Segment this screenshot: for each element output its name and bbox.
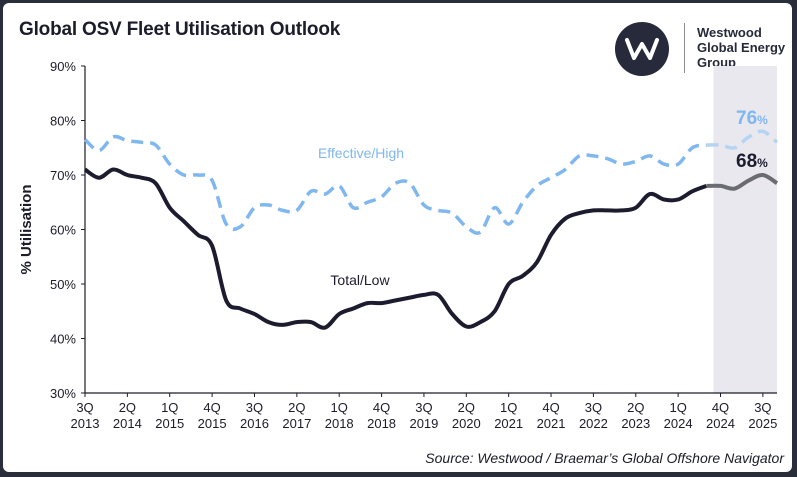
source-note: Source: Westwood / Braemar’s Global Offs…: [425, 450, 784, 466]
x-tick-quarter-label: 3Q: [246, 400, 263, 415]
x-tick-quarter-label: 4Q: [542, 400, 559, 415]
x-tick-year-label: 2015: [198, 416, 227, 431]
x-tick-quarter-label: 1Q: [500, 400, 517, 415]
logo-line-2: Global Energy: [697, 40, 786, 55]
x-tick-year-label: 2025: [748, 416, 777, 431]
x-tick-quarter-label: 4Q: [373, 400, 390, 415]
logo-line-1: Westwood: [697, 25, 762, 40]
x-tick-quarter-label: 2Q: [627, 400, 644, 415]
total-lowseries-line: [83, 167, 708, 330]
x-tick-year-label: 2024: [706, 416, 735, 431]
x-tick-quarter-label: 2Q: [119, 400, 136, 415]
x-tick-year-label: 2021: [494, 416, 523, 431]
x-tick-quarter-label: 1Q: [331, 400, 348, 415]
x-tick-year-label: 2022: [579, 416, 608, 431]
logo-divider: [684, 23, 685, 73]
total-lowforecast-line: [706, 172, 779, 191]
high-end-value-label: 76%: [736, 108, 768, 129]
w-letter-icon: [625, 38, 659, 60]
x-tick-year-label: 2023: [621, 416, 650, 431]
x-tick-year-label: 2021: [537, 416, 566, 431]
x-tick-year-label: 2024: [664, 416, 693, 431]
y-axis-label: % Utilisation: [18, 184, 35, 274]
x-tick-year-label: 2018: [367, 416, 396, 431]
chart-card: Global OSV Fleet Utilisation Outlook Wes…: [3, 3, 792, 472]
x-tick-year-label: 2013: [71, 416, 100, 431]
y-tick-label: 50%: [50, 277, 76, 292]
x-tick-year-label: 2015: [155, 416, 184, 431]
y-tick-label: 90%: [50, 59, 76, 74]
effective-high-label: Effective/High: [318, 145, 404, 161]
chart-title: Global OSV Fleet Utilisation Outlook: [19, 19, 341, 40]
x-tick-year-label: 2020: [452, 416, 481, 431]
x-tick-quarter-label: 4Q: [203, 400, 220, 415]
x-tick-quarter-label: 3Q: [415, 400, 432, 415]
total-low-label: Total/Low: [330, 272, 390, 288]
x-tick-quarter-label: 2Q: [288, 400, 305, 415]
westwood-w-logo-icon: [615, 22, 669, 76]
y-tick-label: 60%: [50, 223, 76, 238]
x-tick-year-label: 2014: [113, 416, 142, 431]
x-tick-year-label: 2019: [409, 416, 438, 431]
x-tick-year-label: 2016: [240, 416, 269, 431]
x-tick-year-label: 2018: [325, 416, 354, 431]
x-tick-year-label: 2017: [282, 416, 311, 431]
x-tick-quarter-label: 1Q: [161, 400, 178, 415]
x-tick-quarter-label: 2Q: [458, 400, 475, 415]
x-tick-quarter-label: 3Q: [754, 400, 771, 415]
y-tick-label: 30%: [50, 386, 76, 401]
x-tick-quarter-label: 3Q: [585, 400, 602, 415]
x-tick-quarter-label: 3Q: [76, 400, 93, 415]
x-tick-quarter-label: 1Q: [669, 400, 686, 415]
low-end-value-label: 68%: [736, 151, 768, 172]
x-tick-quarter-label: 4Q: [712, 400, 729, 415]
y-tick-label: 40%: [50, 332, 76, 347]
y-tick-label: 80%: [50, 114, 76, 129]
forecast-band: [713, 66, 777, 393]
effective-highforecast-line: [706, 129, 779, 150]
y-tick-label: 70%: [50, 168, 76, 183]
